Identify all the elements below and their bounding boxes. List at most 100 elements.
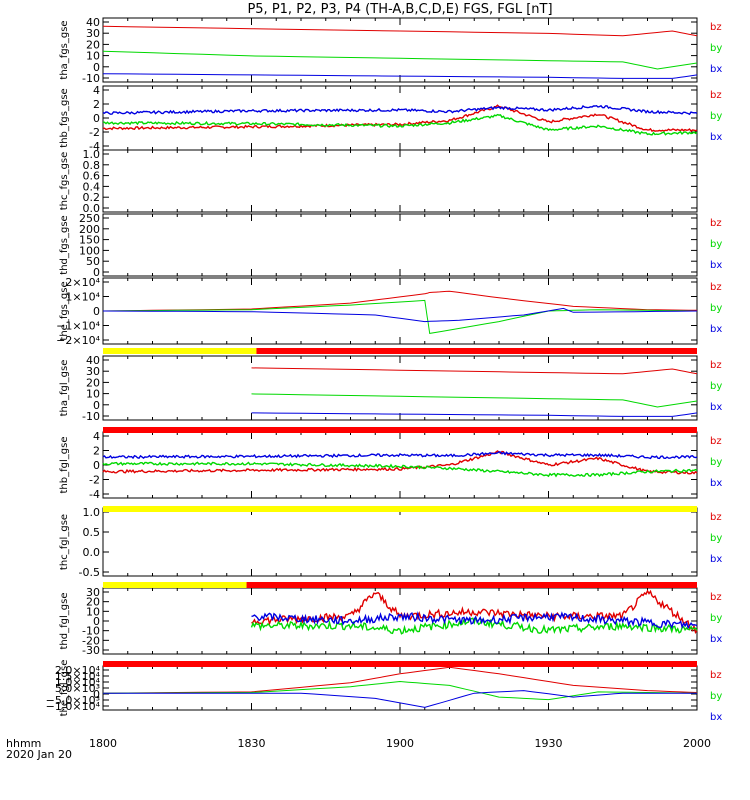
panel-thc_fgs_gse: 1.00.80.60.40.20.0 thc_fgs_gse bbox=[59, 148, 698, 215]
x-axis: 1800 1830 1900 1930 2000 bbox=[89, 737, 711, 750]
series-by-line bbox=[102, 461, 698, 478]
legend-bx: bx bbox=[710, 712, 722, 723]
y-tick-label: 4 bbox=[93, 430, 100, 443]
series-by-line bbox=[102, 299, 698, 334]
y-tick-label: 150 bbox=[79, 234, 100, 247]
legend-by: by bbox=[710, 111, 722, 122]
y-axis-label: thb_fgl_gse bbox=[59, 437, 70, 494]
y-tick-label: 0.0 bbox=[83, 202, 101, 215]
y-tick-label: -20 bbox=[82, 634, 100, 647]
series-bx-line bbox=[102, 451, 698, 460]
series-by-line bbox=[251, 393, 698, 408]
y-tick-label: -10 bbox=[82, 625, 100, 638]
y-tick-label: 10 bbox=[86, 50, 100, 63]
legend-by: by bbox=[710, 691, 722, 702]
y-tick-label: 250 bbox=[79, 212, 100, 225]
y-tick-label: -4 bbox=[89, 488, 100, 501]
y-tick-label: 200 bbox=[79, 223, 100, 236]
panel-frame bbox=[102, 149, 698, 213]
y-tick-label: -10 bbox=[82, 410, 100, 423]
flag-segment-red bbox=[103, 427, 697, 433]
y-tick-label: −1.0×10⁴ bbox=[46, 700, 101, 713]
date-label: 2020 Jan 20 bbox=[6, 748, 72, 761]
series-bx-line bbox=[103, 690, 697, 708]
y-tick-label: 2×10⁴ bbox=[65, 276, 100, 289]
legend-by: by bbox=[710, 239, 722, 250]
legend-bx: bx bbox=[710, 478, 722, 489]
legend-bz: bz bbox=[710, 592, 722, 603]
y-tick-label: -2 bbox=[89, 474, 100, 487]
flag-segment-yellow bbox=[103, 506, 697, 512]
y-tick-label: 30 bbox=[86, 27, 100, 40]
y-tick-label: -2 bbox=[89, 126, 100, 139]
y-axis-label: thc_fgs_gse bbox=[59, 152, 70, 211]
x-tick-label: 1930 bbox=[535, 737, 563, 750]
y-tick-label: 30 bbox=[86, 365, 100, 378]
y-tick-label: 1.0×10⁴ bbox=[55, 676, 101, 689]
y-tick-label: 1.0 bbox=[83, 148, 101, 161]
panel-thc_fgl_gse: 1.0 0.5 0.0 -0.5 thc_fgl_gse bz by bx bbox=[59, 506, 722, 579]
series-bx-line bbox=[251, 611, 698, 630]
y-tick-label: −2×10⁴ bbox=[56, 334, 100, 347]
y-tick-label: 20 bbox=[86, 376, 100, 389]
series-bz-line bbox=[102, 666, 698, 694]
y-tick-label: 2 bbox=[93, 98, 100, 111]
y-tick-label: -10 bbox=[82, 72, 100, 85]
y-axis-label: the_fgl_gse bbox=[59, 660, 70, 717]
y-tick-label: −5.0×10³ bbox=[46, 694, 100, 707]
series-bz-line bbox=[251, 367, 698, 375]
y-axis-label: thb_fgs_gse bbox=[59, 88, 70, 147]
y-tick-label: 5.0×10³ bbox=[55, 682, 100, 695]
legend-bz: bz bbox=[710, 90, 722, 101]
legend-by: by bbox=[710, 43, 722, 54]
panel-frame bbox=[102, 431, 698, 499]
series-bz-line bbox=[102, 290, 698, 312]
y-axis-label: tha_fgl_gse bbox=[59, 360, 70, 417]
series-by-line bbox=[102, 50, 698, 70]
y-axis-label: thd_fgs_gse bbox=[59, 215, 70, 274]
y-tick-label: 40 bbox=[86, 16, 100, 29]
flag-segment-red bbox=[103, 661, 697, 667]
y-tick-label: 2.0×10⁴ bbox=[55, 664, 101, 677]
series-bz-line bbox=[102, 450, 698, 475]
y-tick-label: 0.2 bbox=[83, 191, 101, 204]
panel-thb_fgs_gse: 420-2-4 thb_fgs_gse bz by bx bbox=[59, 84, 722, 153]
y-tick-label: 1.5×10⁴ bbox=[55, 670, 101, 683]
series-by-line bbox=[250, 615, 698, 635]
y-tick-label: 1.0 bbox=[83, 506, 101, 519]
y-tick-label: 1×10⁴ bbox=[65, 291, 100, 304]
legend-by: by bbox=[710, 613, 722, 624]
y-tick-label: 0 bbox=[93, 266, 100, 279]
series-by-line bbox=[102, 680, 698, 701]
y-tick-label: 0 bbox=[93, 305, 100, 318]
series-bz-line bbox=[102, 25, 698, 37]
legend-bx: bx bbox=[710, 132, 722, 143]
y-tick-label: 0 bbox=[93, 688, 100, 701]
y-tick-label: 10 bbox=[86, 605, 100, 618]
y-tick-label: −1×10⁴ bbox=[56, 320, 100, 333]
series-bx-line bbox=[102, 104, 698, 116]
y-tick-label: 0 bbox=[93, 112, 100, 125]
legend-bx: bx bbox=[710, 260, 722, 271]
series-bx-line bbox=[102, 73, 698, 79]
legend-bz: bz bbox=[710, 360, 722, 371]
legend-by: by bbox=[710, 303, 722, 314]
x-tick-label: 2000 bbox=[683, 737, 711, 750]
panel-frame bbox=[102, 507, 698, 577]
flag-segment-yellow bbox=[103, 348, 257, 354]
y-tick-label: 20 bbox=[86, 596, 100, 609]
y-axis-label: thd_fgl_gse bbox=[59, 593, 70, 650]
flag-bars-group bbox=[103, 348, 698, 667]
legend-by: by bbox=[710, 381, 722, 392]
legend-bx: bx bbox=[710, 324, 722, 335]
y-tick-label: 0.0 bbox=[83, 546, 101, 559]
legend-bx: bx bbox=[710, 554, 722, 565]
y-axis-label: thc_fgl_gse bbox=[59, 514, 70, 570]
y-tick-label: -30 bbox=[82, 644, 100, 657]
flag-segment-red bbox=[246, 582, 698, 588]
legend-bz: bz bbox=[710, 670, 722, 681]
y-tick-label: 0.8 bbox=[83, 159, 101, 172]
